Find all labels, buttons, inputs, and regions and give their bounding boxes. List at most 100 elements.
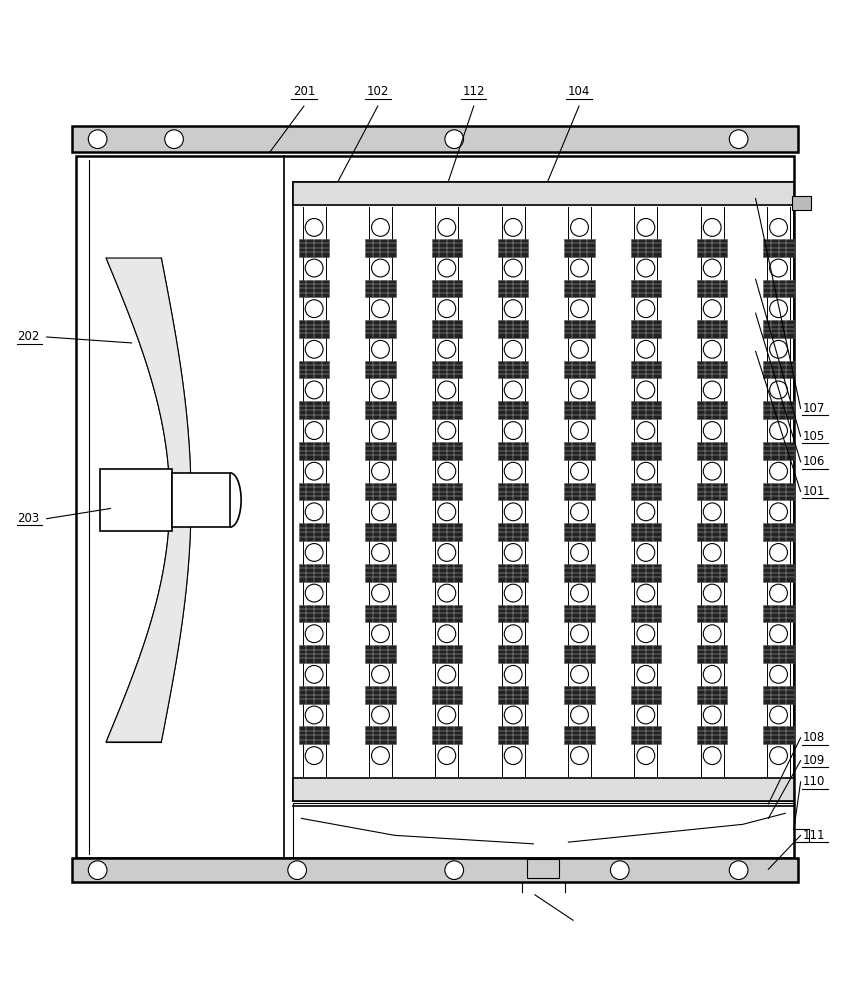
Bar xyxy=(697,483,728,500)
Bar xyxy=(299,686,329,704)
Text: 105: 105 xyxy=(802,430,824,443)
Bar xyxy=(365,564,396,582)
Text: 202: 202 xyxy=(17,330,39,343)
Circle shape xyxy=(769,218,788,236)
Bar xyxy=(72,126,798,152)
Circle shape xyxy=(438,747,456,765)
Circle shape xyxy=(571,218,588,236)
Circle shape xyxy=(637,218,655,236)
Circle shape xyxy=(769,544,788,561)
Circle shape xyxy=(372,340,390,358)
Bar xyxy=(365,320,396,338)
Bar xyxy=(299,605,329,622)
Circle shape xyxy=(637,340,655,358)
Text: 104: 104 xyxy=(568,85,590,98)
Circle shape xyxy=(703,300,721,318)
Circle shape xyxy=(306,625,323,643)
Circle shape xyxy=(306,422,323,439)
Circle shape xyxy=(306,381,323,399)
Bar xyxy=(697,726,728,744)
Bar xyxy=(431,605,462,622)
Text: 109: 109 xyxy=(802,754,824,767)
Circle shape xyxy=(729,130,748,149)
Circle shape xyxy=(445,861,464,880)
Circle shape xyxy=(703,747,721,765)
Circle shape xyxy=(571,381,588,399)
Circle shape xyxy=(372,218,390,236)
Circle shape xyxy=(637,422,655,439)
Bar xyxy=(365,686,396,704)
Circle shape xyxy=(306,218,323,236)
Text: 112: 112 xyxy=(463,85,485,98)
Bar xyxy=(299,442,329,460)
Bar xyxy=(631,645,661,663)
Bar xyxy=(631,605,661,622)
Circle shape xyxy=(372,300,390,318)
Bar xyxy=(365,442,396,460)
Circle shape xyxy=(372,544,390,561)
Bar xyxy=(763,686,794,704)
Bar xyxy=(498,523,528,541)
Bar xyxy=(498,401,528,419)
Circle shape xyxy=(637,300,655,318)
Circle shape xyxy=(769,259,788,277)
Bar xyxy=(365,361,396,378)
Circle shape xyxy=(637,544,655,561)
Circle shape xyxy=(88,861,107,880)
Circle shape xyxy=(769,584,788,602)
Circle shape xyxy=(504,259,522,277)
Circle shape xyxy=(445,130,464,149)
Circle shape xyxy=(769,503,788,521)
Bar xyxy=(498,605,528,622)
Circle shape xyxy=(703,381,721,399)
Bar xyxy=(763,523,794,541)
Bar xyxy=(763,401,794,419)
Bar xyxy=(565,564,595,582)
Bar xyxy=(565,523,595,541)
Circle shape xyxy=(769,381,788,399)
Bar xyxy=(498,564,528,582)
Bar xyxy=(697,280,728,297)
Circle shape xyxy=(703,462,721,480)
Circle shape xyxy=(306,544,323,561)
Bar xyxy=(293,778,794,801)
Circle shape xyxy=(571,544,588,561)
Bar xyxy=(631,523,661,541)
Bar xyxy=(631,320,661,338)
Circle shape xyxy=(438,625,456,643)
Circle shape xyxy=(637,706,655,724)
Circle shape xyxy=(571,665,588,683)
Circle shape xyxy=(769,462,788,480)
Circle shape xyxy=(372,665,390,683)
Circle shape xyxy=(637,259,655,277)
Bar xyxy=(431,361,462,378)
Circle shape xyxy=(504,747,522,765)
Bar xyxy=(631,726,661,744)
Bar xyxy=(431,564,462,582)
Circle shape xyxy=(438,300,456,318)
Bar xyxy=(365,523,396,541)
Circle shape xyxy=(504,584,522,602)
Circle shape xyxy=(571,584,588,602)
Circle shape xyxy=(637,665,655,683)
Circle shape xyxy=(306,747,323,765)
Circle shape xyxy=(504,706,522,724)
Bar xyxy=(697,645,728,663)
Bar xyxy=(631,361,661,378)
Circle shape xyxy=(571,462,588,480)
Circle shape xyxy=(438,218,456,236)
Circle shape xyxy=(703,503,721,521)
Bar xyxy=(631,280,661,297)
Bar xyxy=(631,686,661,704)
Bar xyxy=(565,483,595,500)
Bar xyxy=(565,401,595,419)
Bar xyxy=(365,280,396,297)
Bar xyxy=(299,361,329,378)
Bar xyxy=(631,564,661,582)
Circle shape xyxy=(769,665,788,683)
Circle shape xyxy=(504,340,522,358)
Bar xyxy=(697,442,728,460)
Circle shape xyxy=(769,340,788,358)
Circle shape xyxy=(504,218,522,236)
Bar xyxy=(431,523,462,541)
